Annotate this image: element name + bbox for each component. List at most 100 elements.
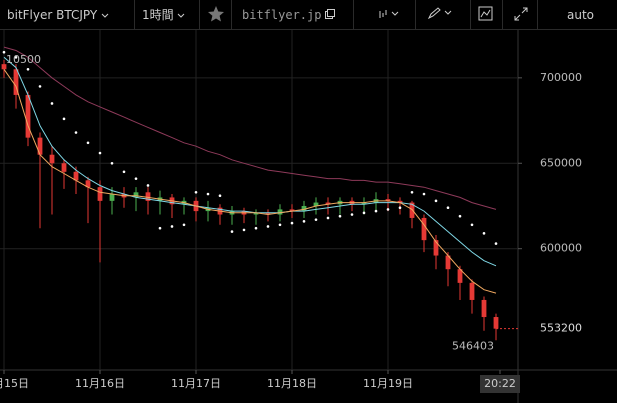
sar-dot: [146, 184, 150, 187]
interval: 1時間: [142, 8, 174, 22]
candle-body: [313, 202, 319, 206]
candle-body: [301, 205, 307, 212]
candle-body: [109, 194, 115, 201]
candle-body: [277, 209, 283, 215]
candle-body: [289, 209, 295, 212]
overlay-line: [3, 56, 497, 267]
interval-button[interactable]: 1時間: [135, 0, 200, 29]
sar-dot: [62, 117, 66, 121]
plot-area: [0, 30, 518, 370]
link-icon: [325, 9, 336, 19]
x-tick-label: 11月15日: [0, 377, 29, 390]
sar-dot: [386, 208, 390, 211]
sar-dot: [458, 214, 462, 218]
sar-dot: [290, 221, 294, 225]
sar-dot: [278, 223, 282, 227]
y-tick-label: 600000: [540, 242, 582, 255]
sar-dot: [254, 226, 258, 230]
y-tick-label: 650000: [540, 156, 582, 169]
indicator-button[interactable]: [471, 0, 503, 29]
sar-dot: [398, 206, 402, 209]
candle-body: [253, 212, 259, 215]
candle-body: [145, 192, 151, 201]
pencil-icon: [427, 7, 452, 20]
scale-mode: auto: [567, 8, 595, 22]
sar-dot: [194, 191, 198, 194]
candle-body: [133, 192, 139, 198]
sar-dot: [170, 225, 174, 228]
sar-dot: [362, 211, 366, 215]
chart-type-button[interactable]: [354, 0, 416, 29]
draw-button[interactable]: [416, 0, 471, 29]
sar-dot: [74, 131, 78, 134]
chevron: [178, 13, 185, 18]
sar-dot: [206, 192, 210, 196]
sar-dot: [110, 161, 114, 165]
candle-body: [361, 202, 367, 205]
sar-dot: [302, 220, 306, 223]
sar-dot: [86, 141, 90, 145]
low-label: 546403: [452, 339, 494, 352]
toolbar: bitFlyer BTCJPY 1時間 bitflyer.jp auto: [0, 0, 617, 30]
sar-dot: [422, 192, 426, 196]
favorite-button[interactable]: [200, 0, 232, 29]
candle-body: [445, 255, 451, 270]
last-price-label: 553200: [540, 322, 582, 335]
sar-dot: [14, 56, 18, 59]
sar-dot: [98, 151, 102, 155]
candle-body: [73, 171, 79, 181]
sar-dot: [470, 223, 474, 227]
high-label: 10500: [6, 53, 41, 66]
x-tick-label: 11月16日: [75, 377, 125, 390]
sar-dot: [494, 242, 498, 245]
candle-body: [97, 187, 103, 201]
candle-body: [13, 69, 19, 95]
sar-dot: [158, 226, 162, 230]
candle-body: [409, 202, 415, 218]
candle-body: [325, 202, 331, 205]
candle-body: [457, 269, 463, 283]
sar-dot: [242, 228, 246, 232]
expand-icon: [514, 7, 528, 21]
candle-body: [25, 94, 31, 138]
sar-dot: [446, 206, 450, 209]
sar-dot: [38, 85, 42, 88]
symbol-button[interactable]: bitFlyer BTCJPY: [0, 0, 135, 29]
sar-dot: [338, 214, 342, 218]
x-label-box: [480, 375, 520, 393]
candle-body: [37, 137, 43, 155]
candle-body: [481, 299, 487, 318]
candle-body: [421, 217, 427, 241]
x-tick-label: 11月19日: [363, 377, 413, 390]
sar-dot: [482, 232, 486, 235]
candle-body: [49, 154, 55, 164]
sar-dot: [182, 223, 186, 227]
sar-dot: [410, 191, 414, 194]
sar-dot: [374, 209, 378, 213]
x-tick-label: 11月17日: [171, 377, 221, 390]
candle-body: [385, 199, 391, 201]
x-tick-label: 11月18日: [267, 377, 317, 390]
sar-dot: [218, 194, 222, 198]
candle-body: [493, 317, 499, 329]
overlay-line: [3, 69, 497, 294]
candle-body: [1, 64, 7, 70]
fullscreen-button[interactable]: [503, 0, 538, 29]
candle-body: [85, 180, 91, 188]
indicator-icon: [478, 6, 493, 21]
last-price-box: [519, 319, 617, 338]
sar-dot: [2, 50, 6, 54]
sar-dot: [26, 67, 30, 71]
x-tick-label: 20:22: [484, 377, 516, 390]
y-tick-label: 700000: [540, 71, 582, 84]
overlay-line: [3, 46, 497, 210]
sar-dot: [50, 102, 54, 105]
sar-dot: [434, 199, 438, 203]
symbol: bitFlyer BTCJPY: [7, 8, 98, 22]
candle-body: [397, 200, 403, 203]
site-button[interactable]: bitflyer.jp: [232, 0, 354, 29]
scale-button[interactable]: auto: [538, 0, 617, 29]
sar-dot: [350, 213, 354, 216]
